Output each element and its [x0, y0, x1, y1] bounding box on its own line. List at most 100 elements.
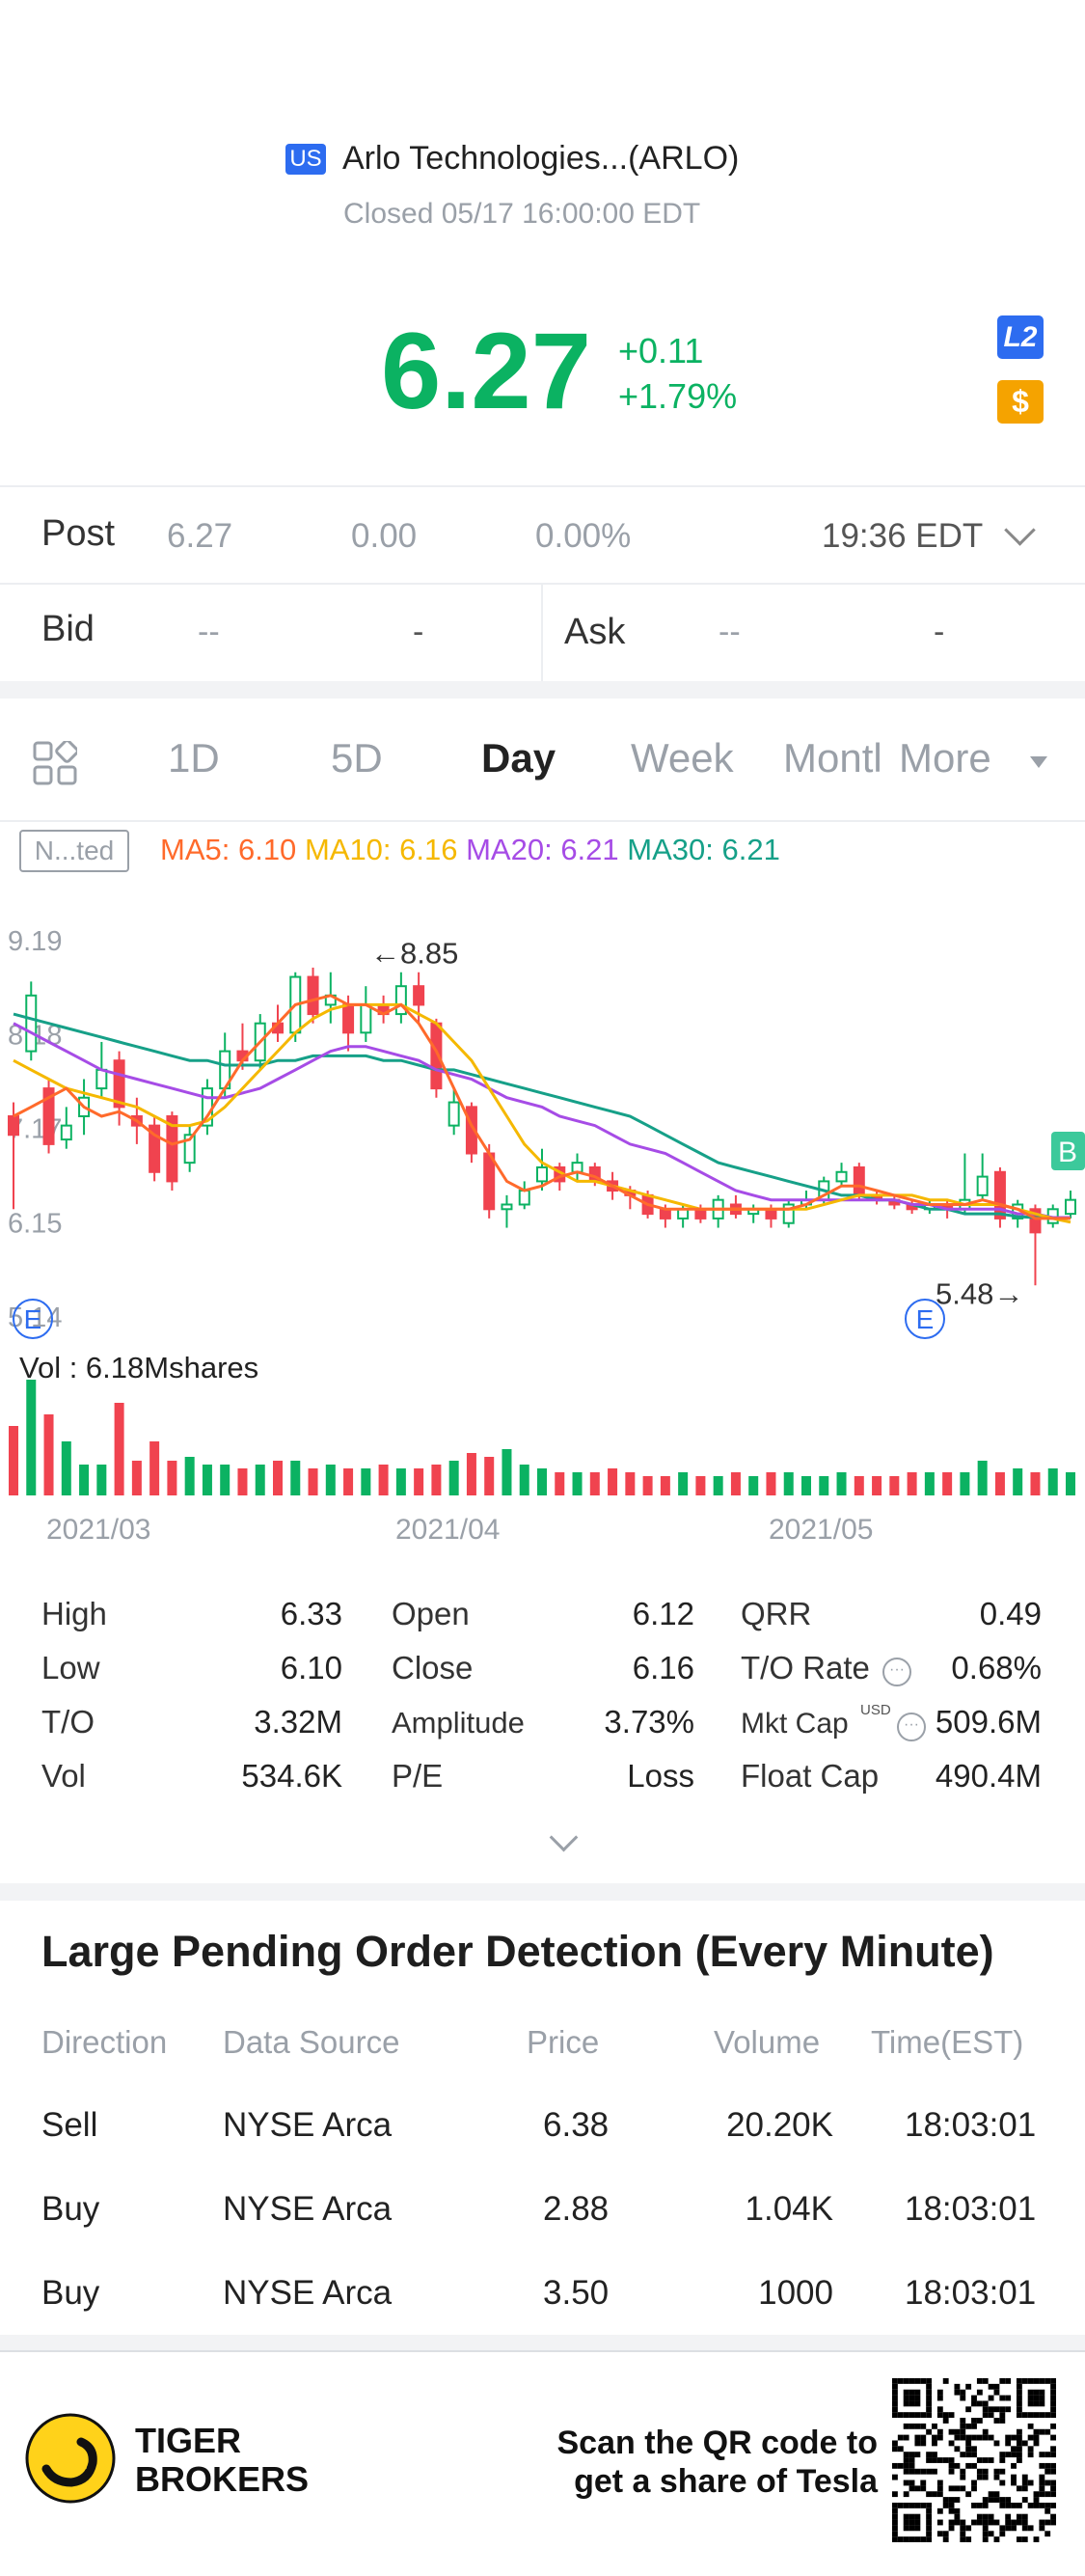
candle-body: [413, 985, 425, 1006]
volume-bar: [1030, 1472, 1041, 1495]
qr-module: [914, 2440, 921, 2447]
qr-module: [914, 2485, 921, 2492]
qr-module: [1005, 2519, 1012, 2526]
qr-module: [1021, 2513, 1028, 2520]
qr-module: [1050, 2480, 1056, 2486]
qr-finder-module: [926, 2400, 933, 2407]
tab-month[interactable]: Montl: [783, 735, 882, 781]
qr-module: [903, 2434, 909, 2441]
qr-module: [920, 2423, 927, 2429]
qr-module: [999, 2497, 1006, 2503]
qr-module: [903, 2468, 909, 2475]
volume-bar: [484, 1457, 495, 1495]
tab-5d[interactable]: 5D: [331, 735, 383, 781]
adjust-toggle[interactable]: N...ted: [19, 830, 129, 872]
qr-module: [954, 2434, 961, 2441]
volume-bar: [854, 1476, 864, 1495]
price-change-pct: +1.79%: [618, 376, 738, 416]
qr-module: [954, 2462, 961, 2469]
qr-module: [1016, 2440, 1022, 2447]
qr-module: [920, 2440, 927, 2447]
qr-finder-module: [914, 2525, 921, 2532]
tiger-logo-icon: [25, 2413, 116, 2504]
qr-module: [948, 2502, 955, 2508]
volume-bar: [766, 1472, 776, 1495]
dollar-icon[interactable]: $: [997, 380, 1044, 424]
qr-module: [1050, 2462, 1056, 2469]
qr-module: [920, 2480, 927, 2486]
candle-body: [95, 1068, 108, 1090]
qr-finder-module: [909, 2412, 915, 2419]
qr-module: [932, 2434, 937, 2441]
x-tick-label: 2021/05: [769, 1514, 873, 1544]
expand-chevron-icon[interactable]: [549, 1822, 579, 1852]
qr-module: [1039, 2452, 1045, 2458]
qr-module: [976, 2457, 983, 2463]
qr-module: [999, 2418, 1006, 2424]
qr-module: [965, 2462, 972, 2469]
tab-week[interactable]: Week: [631, 735, 734, 781]
stat-value: 0.68%: [951, 1650, 1042, 1685]
qr-module: [936, 2395, 943, 2401]
qr-finder-module: [914, 2400, 921, 2407]
candle-body: [149, 1124, 161, 1173]
candle-body: [501, 1203, 513, 1211]
qr-module: [954, 2497, 961, 2503]
qr-module: [948, 2497, 955, 2503]
volume-bar: [343, 1468, 354, 1495]
tab-day[interactable]: Day: [481, 735, 556, 781]
stat-label: T/O Rate: [741, 1650, 870, 1685]
col-time: Time(EST): [871, 2024, 1024, 2060]
info-icon[interactable]: ···: [882, 1658, 911, 1686]
tab-more[interactable]: More: [899, 735, 991, 781]
qr-module: [926, 2452, 933, 2458]
qr-module: [1005, 2434, 1012, 2441]
chevron-down-icon[interactable]: [1004, 514, 1036, 546]
qr-module: [914, 2468, 921, 2475]
y-tick-label: 9.19: [8, 926, 62, 957]
qr-finder-module: [892, 2513, 898, 2520]
divider: [0, 485, 1085, 487]
col-data-source: Data Source: [223, 2024, 400, 2060]
qr-code: [892, 2378, 1056, 2542]
qr-module: [936, 2428, 943, 2435]
stock-title[interactable]: Arlo Technologies...(ARLO): [342, 140, 740, 177]
qr-finder-module: [1039, 2389, 1045, 2396]
qr-module: [1027, 2502, 1034, 2508]
qr-finder-module: [1050, 2389, 1056, 2396]
x-tick-label: 2021/03: [46, 1514, 150, 1544]
qr-module: [926, 2468, 933, 2475]
qr-module: [993, 2474, 1000, 2480]
qr-finder-module: [926, 2502, 933, 2508]
post-change-pct: 0.00%: [535, 517, 632, 555]
tab-1d[interactable]: 1D: [168, 735, 220, 781]
qr-module: [976, 2502, 983, 2508]
volume-bar: [290, 1461, 301, 1495]
qr-module: [936, 2412, 943, 2419]
qr-module: [960, 2536, 966, 2542]
post-change: 0.00: [351, 517, 418, 555]
brand-line-1: TIGER: [135, 2421, 242, 2460]
qr-finder-module: [909, 2395, 915, 2401]
volume-bar: [96, 1465, 107, 1495]
qr-module: [999, 2406, 1006, 2413]
qr-finder-module: [914, 2389, 921, 2396]
post-market-row[interactable]: Post 6.27 0.00 0.00% 19:36 EDT: [0, 487, 1085, 584]
qr-finder-module: [1016, 2412, 1022, 2419]
info-icon[interactable]: ···: [897, 1713, 926, 1741]
qr-finder-module: [1021, 2378, 1028, 2384]
grid-icon[interactable]: [33, 739, 79, 785]
qr-module: [988, 2531, 994, 2537]
qr-module: [932, 2440, 937, 2447]
qr-module: [1005, 2406, 1012, 2413]
qr-module: [976, 2378, 983, 2384]
qr-finder-module: [892, 2412, 898, 2419]
level2-icon[interactable]: L2: [997, 315, 1044, 359]
qr-module: [1033, 2440, 1040, 2447]
order-time: 18:03:01: [905, 2106, 1037, 2144]
qr-finder-module: [1016, 2389, 1022, 2396]
candle-body: [1065, 1198, 1076, 1216]
volume-bar: [801, 1476, 811, 1495]
qr-finder-module: [897, 2378, 904, 2384]
